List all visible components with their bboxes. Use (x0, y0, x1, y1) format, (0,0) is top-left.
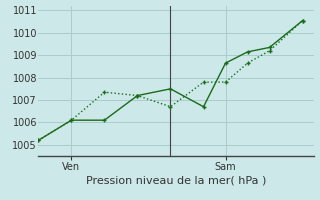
X-axis label: Pression niveau de la mer( hPa ): Pression niveau de la mer( hPa ) (86, 176, 266, 186)
